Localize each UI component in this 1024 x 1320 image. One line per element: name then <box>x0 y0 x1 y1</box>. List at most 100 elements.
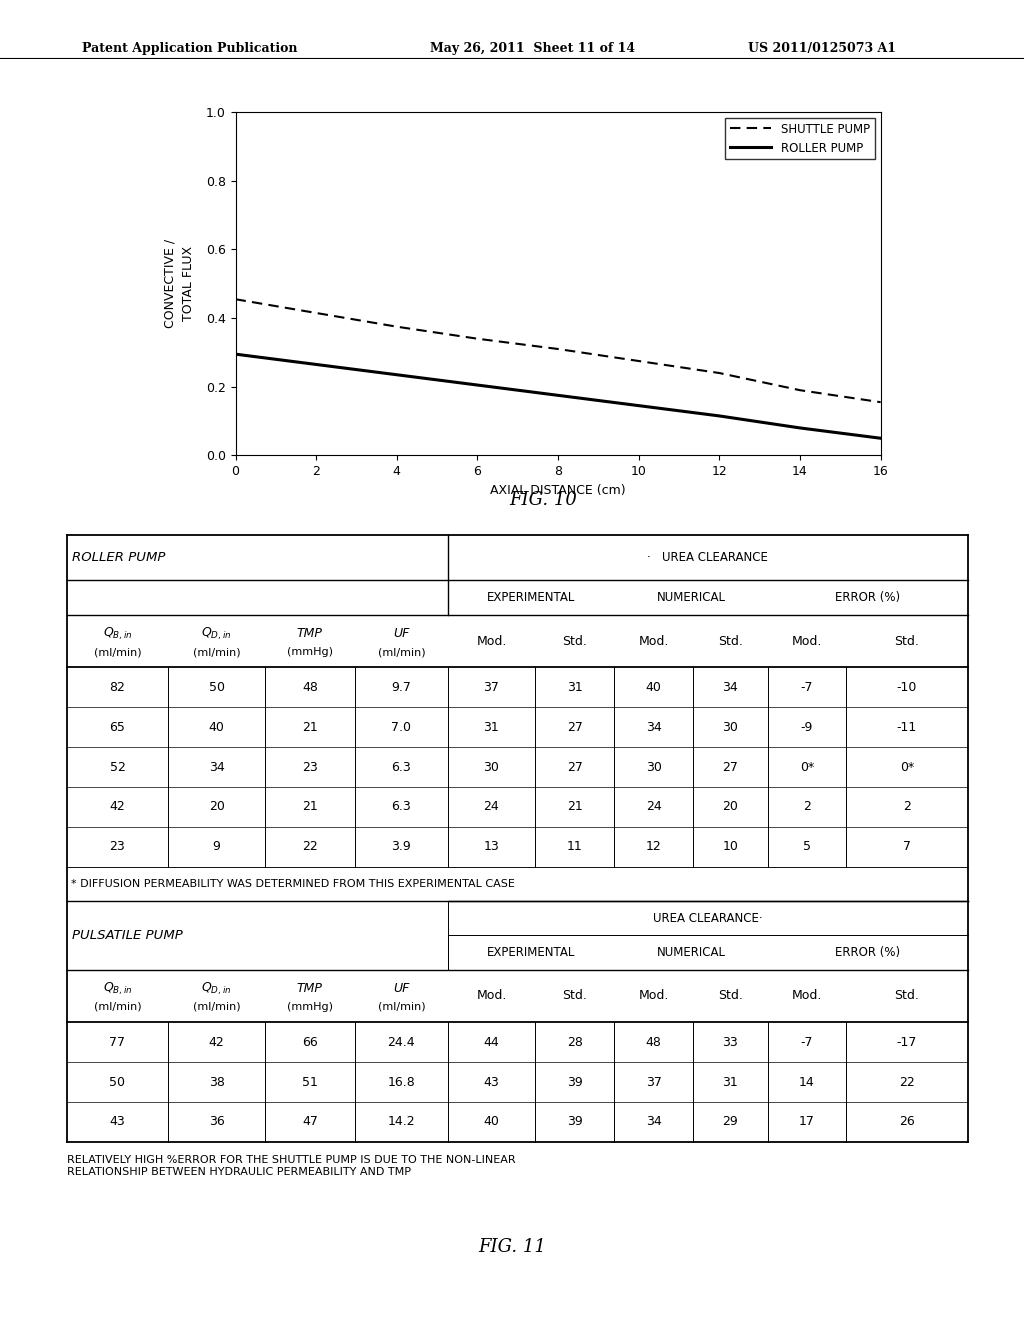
Text: May 26, 2011  Sheet 11 of 14: May 26, 2011 Sheet 11 of 14 <box>430 42 635 55</box>
Text: Mod.: Mod. <box>792 635 822 648</box>
Text: 14.2: 14.2 <box>387 1115 415 1129</box>
Text: 24: 24 <box>646 800 662 813</box>
Text: 37: 37 <box>646 1076 662 1089</box>
Text: 24.4: 24.4 <box>387 1036 415 1048</box>
Text: 50: 50 <box>209 681 224 694</box>
Text: 7: 7 <box>903 841 911 853</box>
Text: 66: 66 <box>302 1036 317 1048</box>
Text: -11: -11 <box>897 721 916 734</box>
ROLLER PUMP <box>874 430 887 446</box>
Text: 3.9: 3.9 <box>391 841 412 853</box>
Text: EXPERIMENTAL: EXPERIMENTAL <box>486 946 575 960</box>
Text: ERROR (%): ERROR (%) <box>836 591 900 605</box>
Text: 34: 34 <box>209 760 224 774</box>
Text: 37: 37 <box>483 681 500 694</box>
Text: 22: 22 <box>899 1076 914 1089</box>
ROLLER PUMP <box>713 408 725 424</box>
Text: 42: 42 <box>209 1036 224 1048</box>
Text: 65: 65 <box>110 721 125 734</box>
Text: $Q_{D,in}$: $Q_{D,in}$ <box>202 626 231 642</box>
Text: 22: 22 <box>302 841 317 853</box>
Text: Std.: Std. <box>562 635 587 648</box>
Text: 30: 30 <box>722 721 738 734</box>
ROLLER PUMP <box>310 356 323 372</box>
Text: UREA CLEARANCE·: UREA CLEARANCE· <box>653 912 763 925</box>
Text: Std.: Std. <box>894 635 920 648</box>
Text: 40: 40 <box>646 681 662 694</box>
Text: 28: 28 <box>567 1036 583 1048</box>
Text: 30: 30 <box>646 760 662 774</box>
Text: 23: 23 <box>302 760 317 774</box>
Text: Mod.: Mod. <box>638 635 669 648</box>
Text: (ml/min): (ml/min) <box>193 1002 241 1012</box>
Text: (mmHg): (mmHg) <box>287 1002 333 1012</box>
Text: 2: 2 <box>903 800 910 813</box>
SHUTTLE PUMP <box>229 292 242 308</box>
Text: 34: 34 <box>722 681 738 694</box>
Text: Std.: Std. <box>718 990 742 1002</box>
ROLLER PUMP <box>633 397 645 413</box>
Text: Mod.: Mod. <box>476 635 507 648</box>
Line: SHUTTLE PUMP: SHUTTLE PUMP <box>236 300 881 403</box>
Text: 31: 31 <box>483 721 500 734</box>
ROLLER PUMP <box>794 420 806 436</box>
Text: Mod.: Mod. <box>792 990 822 1002</box>
Text: -7: -7 <box>801 1036 813 1048</box>
Text: -10: -10 <box>897 681 918 694</box>
Text: 34: 34 <box>646 721 662 734</box>
Text: 12: 12 <box>646 841 662 853</box>
Text: 47: 47 <box>302 1115 317 1129</box>
Text: (mmHg): (mmHg) <box>287 647 333 657</box>
Text: 82: 82 <box>110 681 125 694</box>
Text: 6.3: 6.3 <box>391 760 412 774</box>
Text: RELATIVELY HIGH %ERROR FOR THE SHUTTLE PUMP IS DUE TO THE NON-LINEAR
RELATIONSHI: RELATIVELY HIGH %ERROR FOR THE SHUTTLE P… <box>67 1155 515 1176</box>
Text: 17: 17 <box>799 1115 815 1129</box>
Text: Patent Application Publication: Patent Application Publication <box>82 42 297 55</box>
Text: 20: 20 <box>209 800 224 813</box>
SHUTTLE PUMP <box>633 352 645 368</box>
Text: FIG. 11: FIG. 11 <box>478 1238 546 1257</box>
Text: Mod.: Mod. <box>638 990 669 1002</box>
Text: 33: 33 <box>722 1036 738 1048</box>
SHUTTLE PUMP <box>874 395 887 411</box>
Text: (ml/min): (ml/min) <box>93 647 141 657</box>
Text: 0*: 0* <box>800 760 814 774</box>
Text: 21: 21 <box>302 721 317 734</box>
Text: 38: 38 <box>209 1076 224 1089</box>
Text: 26: 26 <box>899 1115 914 1129</box>
SHUTTLE PUMP <box>471 331 483 347</box>
Text: 50: 50 <box>110 1076 126 1089</box>
X-axis label: AXIAL DISTANCE (cm): AXIAL DISTANCE (cm) <box>490 483 626 496</box>
Text: 16.8: 16.8 <box>387 1076 415 1089</box>
Text: ERROR (%): ERROR (%) <box>836 946 900 960</box>
Text: 48: 48 <box>302 681 317 694</box>
Text: 39: 39 <box>567 1076 583 1089</box>
Text: * DIFFUSION PERMEABILITY WAS DETERMINED FROM THIS EXPERIMENTAL CASE: * DIFFUSION PERMEABILITY WAS DETERMINED … <box>71 879 515 888</box>
Text: 36: 36 <box>209 1115 224 1129</box>
Text: 40: 40 <box>209 721 224 734</box>
Legend: SHUTTLE PUMP, ROLLER PUMP: SHUTTLE PUMP, ROLLER PUMP <box>725 117 874 160</box>
Text: 48: 48 <box>646 1036 662 1048</box>
ROLLER PUMP <box>471 378 483 393</box>
Text: 39: 39 <box>567 1115 583 1129</box>
ROLLER PUMP <box>391 367 403 383</box>
SHUTTLE PUMP <box>794 383 806 399</box>
Text: (ml/min): (ml/min) <box>193 647 241 657</box>
SHUTTLE PUMP <box>391 319 403 335</box>
Text: UF: UF <box>393 627 410 640</box>
Text: ·   UREA CLEARANCE: · UREA CLEARANCE <box>647 550 768 564</box>
Text: Std.: Std. <box>894 990 920 1002</box>
Text: 43: 43 <box>483 1076 500 1089</box>
Text: -17: -17 <box>897 1036 918 1048</box>
Text: 7.0: 7.0 <box>391 721 412 734</box>
ROLLER PUMP <box>552 388 564 404</box>
Text: $Q_{B,in}$: $Q_{B,in}$ <box>102 981 132 997</box>
Text: -9: -9 <box>801 721 813 734</box>
Text: ROLLER PUMP: ROLLER PUMP <box>72 550 165 564</box>
Text: 44: 44 <box>483 1036 500 1048</box>
Text: 31: 31 <box>567 681 583 694</box>
Text: 14: 14 <box>799 1076 815 1089</box>
Text: 2: 2 <box>803 800 811 813</box>
Text: 42: 42 <box>110 800 125 813</box>
Text: 34: 34 <box>646 1115 662 1129</box>
